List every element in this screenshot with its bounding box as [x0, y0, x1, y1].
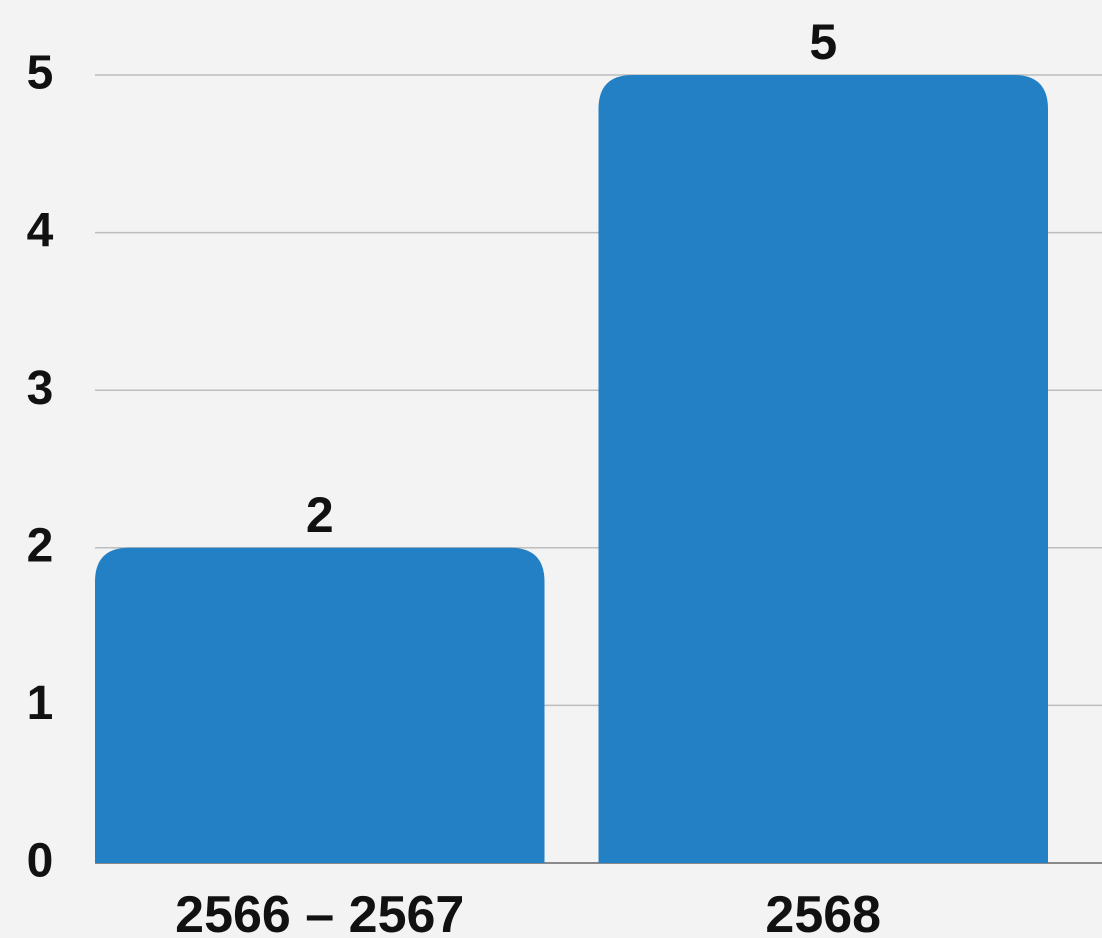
- x-tick-label-1: 2568: [765, 886, 881, 938]
- data-label-1: 5: [809, 14, 837, 70]
- y-tick-label-3: 3: [27, 362, 54, 415]
- bars: [95, 75, 1048, 863]
- labels: 0 1 2 3 4 5 2 2566 – 2567 5 2568: [27, 14, 881, 938]
- bar-1: [598, 75, 1048, 863]
- data-label-0: 2: [306, 487, 334, 543]
- x-tick-label-0: 2566 – 2567: [175, 886, 464, 938]
- bar-0: [95, 547, 545, 863]
- y-tick-label-5: 5: [27, 47, 54, 100]
- y-tick-label-4: 4: [27, 204, 54, 257]
- y-tick-label-2: 2: [27, 519, 54, 572]
- y-tick-label-0: 0: [27, 835, 54, 888]
- y-tick-label-1: 1: [27, 677, 54, 730]
